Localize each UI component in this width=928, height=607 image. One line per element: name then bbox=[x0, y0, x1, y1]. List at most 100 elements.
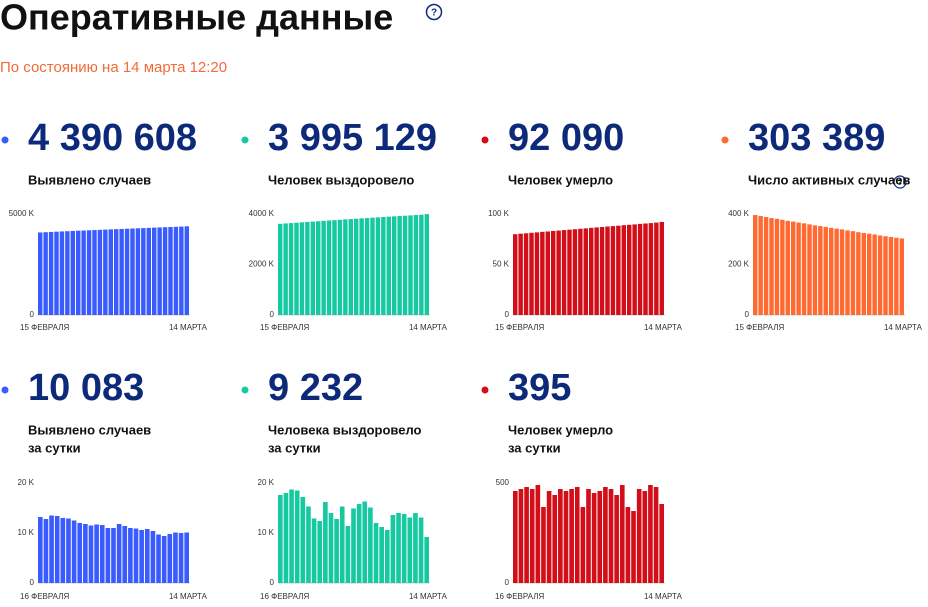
bar bbox=[883, 236, 888, 315]
bar bbox=[753, 215, 758, 315]
bar bbox=[529, 489, 535, 583]
bar bbox=[583, 228, 588, 315]
headline-value: 4 390 608 bbox=[28, 117, 197, 159]
bar bbox=[572, 229, 578, 315]
bar bbox=[348, 219, 353, 315]
bar bbox=[167, 534, 173, 583]
bar bbox=[625, 507, 631, 583]
bar bbox=[812, 225, 818, 315]
bar bbox=[653, 487, 659, 583]
bar bbox=[774, 218, 780, 315]
y-tick-label: 10 K bbox=[258, 528, 275, 537]
card-label: Человек выздоровело bbox=[268, 172, 414, 187]
y-tick-label: 5000 K bbox=[9, 209, 35, 218]
bar bbox=[161, 536, 167, 583]
bar bbox=[829, 227, 834, 315]
bar bbox=[801, 223, 807, 315]
bar bbox=[867, 233, 872, 315]
bar bbox=[392, 216, 397, 315]
bar bbox=[178, 533, 184, 583]
bar bbox=[899, 238, 904, 315]
bar bbox=[54, 516, 60, 583]
bar bbox=[627, 224, 632, 315]
bar bbox=[306, 506, 311, 583]
bar bbox=[311, 518, 317, 583]
bar bbox=[574, 487, 580, 583]
bar bbox=[364, 218, 370, 315]
bar bbox=[124, 228, 130, 315]
x-tick-label: 14 МАРТА bbox=[644, 592, 683, 601]
bar bbox=[70, 230, 75, 315]
bar bbox=[408, 215, 413, 315]
bar bbox=[116, 524, 122, 583]
bar bbox=[54, 231, 59, 315]
bar bbox=[128, 528, 133, 583]
y-tick-label: 20 K bbox=[18, 478, 35, 487]
bar bbox=[551, 230, 556, 315]
bar bbox=[373, 523, 379, 583]
y-tick-label: 100 K bbox=[488, 209, 510, 218]
bar bbox=[834, 228, 839, 315]
card-label: Число активных случаев bbox=[748, 172, 910, 187]
page-title: Оперативные данные bbox=[0, 0, 393, 38]
bar bbox=[763, 217, 769, 315]
bar bbox=[807, 224, 812, 315]
bar bbox=[111, 528, 116, 583]
bar bbox=[535, 485, 541, 583]
headline-value: 9 232 bbox=[268, 367, 363, 409]
card-label: Выявлено случаев bbox=[28, 172, 151, 187]
y-tick-label: 500 bbox=[496, 478, 510, 487]
bar bbox=[278, 495, 283, 583]
bar bbox=[861, 232, 866, 315]
help-icon[interactable]: ? bbox=[893, 175, 907, 189]
help-icon[interactable]: ? bbox=[425, 3, 443, 21]
bar bbox=[872, 234, 877, 315]
bar bbox=[345, 526, 351, 583]
bar bbox=[796, 222, 801, 315]
bar bbox=[105, 528, 111, 583]
x-tick-label: 16 ФЕВРАЛЯ bbox=[495, 592, 544, 601]
bar bbox=[71, 520, 77, 583]
headline-dot bbox=[241, 386, 249, 394]
bar bbox=[76, 230, 81, 315]
bar bbox=[594, 227, 599, 315]
bar bbox=[523, 233, 529, 315]
x-tick-label: 14 МАРТА bbox=[169, 323, 208, 332]
x-tick-label: 15 ФЕВРАЛЯ bbox=[20, 323, 69, 332]
bar bbox=[540, 231, 545, 315]
bar bbox=[546, 491, 552, 583]
bar bbox=[631, 511, 636, 583]
y-tick-label: 0 bbox=[30, 310, 35, 319]
bar bbox=[418, 517, 424, 583]
bar bbox=[43, 519, 49, 583]
page-subtitle: По состоянию на 14 марта 12:20 bbox=[0, 59, 227, 76]
bar bbox=[317, 521, 323, 583]
headline-dot bbox=[721, 136, 729, 144]
bar bbox=[133, 528, 139, 583]
bar bbox=[597, 491, 603, 583]
bar bbox=[38, 232, 43, 315]
headline-value: 10 083 bbox=[28, 367, 144, 409]
bar bbox=[567, 229, 572, 315]
bar bbox=[643, 223, 648, 315]
bar bbox=[513, 234, 518, 315]
bar bbox=[283, 493, 289, 583]
y-tick-label: 200 K bbox=[728, 260, 750, 269]
headline-dot bbox=[481, 386, 489, 394]
x-tick-label: 14 МАРТА bbox=[409, 323, 448, 332]
bar bbox=[419, 214, 424, 315]
bar bbox=[179, 226, 184, 315]
bar bbox=[316, 221, 321, 315]
bar bbox=[97, 229, 103, 315]
x-tick-label: 15 ФЕВРАЛЯ bbox=[260, 323, 309, 332]
y-tick-label: 0 bbox=[505, 310, 510, 319]
x-tick-label: 14 МАРТА bbox=[644, 323, 683, 332]
bar bbox=[619, 485, 625, 583]
bar bbox=[659, 504, 664, 583]
bar bbox=[321, 220, 326, 315]
bar bbox=[356, 504, 362, 583]
bar bbox=[139, 530, 144, 583]
bar bbox=[288, 223, 294, 315]
bar bbox=[49, 515, 54, 583]
bar bbox=[518, 489, 524, 583]
